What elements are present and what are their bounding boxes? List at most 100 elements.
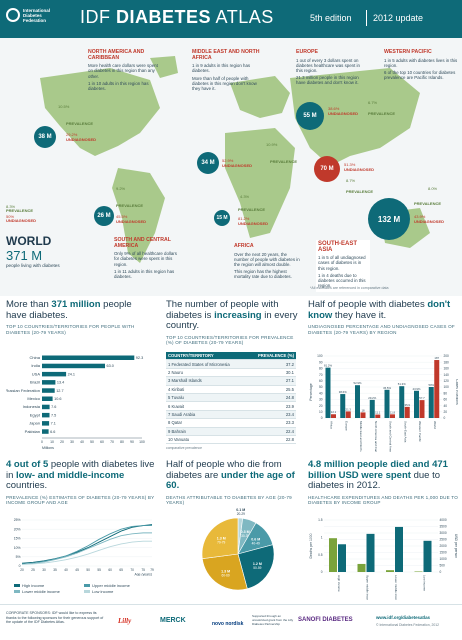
country-cell: 3 Marshall Islands bbox=[168, 378, 202, 384]
region-title: SOUTH AND CENTRAL AMERICA bbox=[114, 237, 171, 249]
deaths-age-pie-chart: 0.1 M20-29 0.3 M30-390.6 M40-49 1.2 M50-59… bbox=[201, 508, 275, 591]
bar-percentage bbox=[428, 387, 434, 418]
continents-layer bbox=[40, 56, 430, 263]
bar-deaths bbox=[366, 533, 375, 572]
table-row: 5 Tuvalu 24.8 bbox=[166, 393, 296, 403]
x-tick-label: 35 bbox=[53, 568, 57, 572]
slice-category: 60-69 bbox=[222, 574, 230, 578]
atlas-url[interactable]: www.idf.org/diabetesatlas bbox=[376, 615, 430, 620]
supported-text: Supported through an unrestricted grant … bbox=[252, 614, 294, 626]
undiagnosed-value: 51.3% bbox=[344, 162, 356, 167]
y-tick-label-right: 3500 bbox=[440, 525, 447, 529]
headline-part: people have diabetes. bbox=[6, 299, 132, 321]
legend-item: High income bbox=[14, 582, 84, 588]
category-label: South and Central America bbox=[389, 421, 393, 452]
headline-part: from diabetes are bbox=[166, 459, 282, 481]
x-tick-label: 79 bbox=[150, 568, 154, 572]
x-axis-title: Age (years) bbox=[134, 573, 152, 577]
x-tick-label: 10 bbox=[50, 440, 54, 444]
slice-label: 1.3 M bbox=[221, 570, 230, 574]
category-label: Upper middle income bbox=[366, 575, 370, 600]
africa-shape bbox=[225, 128, 295, 238]
prevalence-cell: 23.4 bbox=[285, 411, 294, 417]
data-label: 12.1 bbox=[331, 410, 337, 414]
x-tick-label: 80 bbox=[120, 440, 124, 444]
country-cell: 8 Qatar bbox=[168, 420, 182, 426]
legend-swatch bbox=[84, 583, 90, 587]
headline-part: they have it. bbox=[334, 309, 387, 321]
x-tick-label: 30 bbox=[42, 568, 46, 572]
legend-swatch bbox=[84, 589, 90, 593]
y-tick-label-left: 0 bbox=[321, 570, 323, 574]
y-tick-label-right: 60 bbox=[444, 398, 448, 402]
prevalence-cell: 25.5 bbox=[285, 386, 294, 392]
country-cell: 9 Bahrain bbox=[168, 428, 186, 434]
x-tick-label: 20 bbox=[60, 440, 64, 444]
bar-usd bbox=[414, 571, 423, 572]
bar-usd bbox=[357, 563, 366, 572]
world-stats: 8.3% PREVALENCE 50% UNDIAGNOSED bbox=[6, 204, 66, 223]
prevalence-tag: PREVALENCE bbox=[116, 203, 144, 208]
y-tick-label-right: 40 bbox=[444, 404, 448, 408]
bar-percentage bbox=[340, 394, 346, 418]
prevalence-tag: PREVALENCE bbox=[270, 159, 298, 164]
bar-usd bbox=[386, 570, 394, 572]
slice-label: 0.1 M bbox=[236, 508, 245, 512]
section-headline: 4 out of 5 people with diabetes live in … bbox=[6, 459, 156, 492]
y-tick-label-left: 10 bbox=[319, 410, 323, 414]
prevalence-value: 10.9% bbox=[266, 142, 278, 147]
table-row: 9 Bahrain 22.4 bbox=[166, 427, 296, 436]
country-cell: 5 Tuvalu bbox=[168, 395, 184, 401]
cases-circle-mena: 34 M bbox=[197, 152, 219, 174]
data-label: 12.7 bbox=[56, 389, 63, 393]
prevalence-value: 6.7% bbox=[368, 100, 378, 105]
prevalence-table: COUNTRY/TERRITORY PREVALENCE (%) 1 Feder… bbox=[166, 352, 296, 450]
slice-category: 50-59 bbox=[253, 566, 261, 570]
undiagnosed-tag: UNDIAGNOSED bbox=[66, 137, 97, 142]
y-axis-title-right: Cases in Millions bbox=[455, 379, 458, 405]
data-label: 29.2% bbox=[368, 396, 376, 400]
logo-text: International Diabetes Federation bbox=[23, 8, 51, 23]
category-label: Africa bbox=[330, 421, 334, 429]
region-fact: 1 in 5 of all undiagnosed cases of diabe… bbox=[318, 255, 366, 271]
y-tick-label-left: 100 bbox=[317, 354, 323, 358]
series-line bbox=[21, 540, 152, 565]
y-tick-label: 0 bbox=[19, 564, 21, 568]
undiagnosed-value: 43.9% bbox=[414, 214, 426, 219]
bar-usd bbox=[329, 538, 337, 572]
bar bbox=[42, 388, 55, 393]
data-label: 43.9% bbox=[413, 387, 421, 391]
bar-cases bbox=[404, 406, 410, 418]
cases-circle-north-america: 38 M bbox=[34, 126, 56, 148]
region-south-east-asia: SOUTH-EAST ASIA 1 in 5 of all undiagnose… bbox=[316, 240, 370, 293]
category-label: Lower middle income bbox=[394, 575, 398, 600]
headline-part: Half of people with diabetes bbox=[308, 299, 425, 310]
y-tick-label-left: 60 bbox=[319, 379, 323, 383]
world-undiagnosed-tag: UNDIAGNOSED bbox=[6, 217, 37, 223]
data-label: 38.6% bbox=[339, 390, 347, 394]
series-line bbox=[21, 525, 152, 565]
x-tick-label: 55 bbox=[97, 568, 101, 572]
chart-caption: TOP 10 COUNTRIES/TERRITORIES FOR PEOPLE … bbox=[6, 324, 135, 335]
world-summary: WORLD 371 M people living with diabetes bbox=[6, 234, 62, 298]
section-increasing: The number of people with diabetes is in… bbox=[166, 299, 298, 346]
data-label: 11.1 bbox=[375, 411, 381, 415]
category-label: World bbox=[433, 421, 437, 429]
bar-percentage bbox=[384, 389, 390, 418]
category-label: Indonesia bbox=[23, 404, 41, 409]
headline-highlight: low- and middle-income bbox=[16, 469, 125, 481]
category-label: Europe bbox=[344, 421, 348, 431]
section-deaths-age: Half of people who die from diabetes are… bbox=[166, 459, 298, 506]
section-expenditure: 4.8 million people died and 471 billion … bbox=[308, 459, 458, 506]
x-tick-label: 100 bbox=[139, 440, 145, 444]
pie-slice bbox=[237, 544, 275, 590]
y-tick-label-left: 20 bbox=[319, 404, 323, 408]
section-headline: Half of people who die from diabetes are… bbox=[166, 459, 298, 492]
country-cell: 7 Saudi Arabia bbox=[168, 411, 196, 417]
asia-shape bbox=[290, 68, 420, 166]
region-fact: 6 of the top 10 countries for diabetes p… bbox=[384, 70, 456, 81]
data-label: 7.5 bbox=[51, 413, 56, 417]
y-tick-label-right: 2500 bbox=[440, 538, 447, 542]
category-label: High income bbox=[337, 575, 341, 592]
x-tick-label: 20 bbox=[20, 568, 24, 572]
